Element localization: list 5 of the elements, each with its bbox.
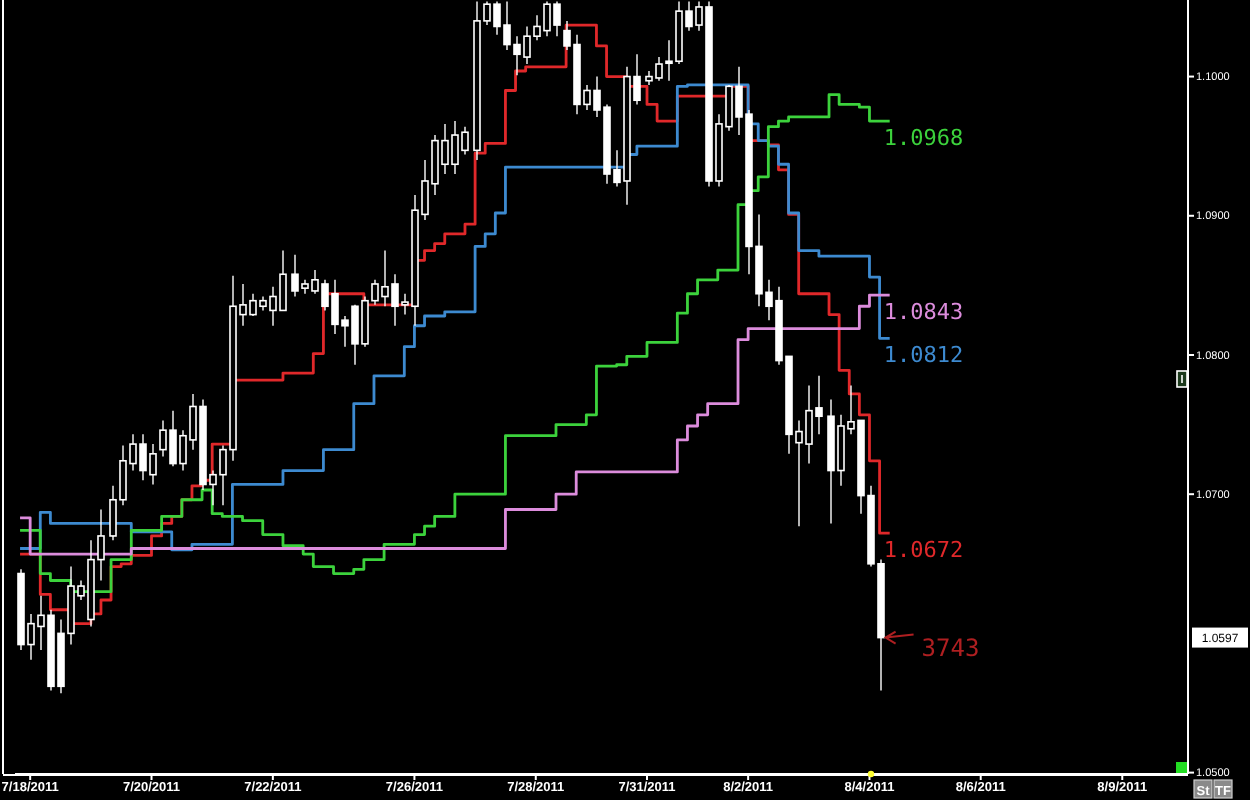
annotation: 1.0812 bbox=[883, 342, 964, 369]
annotation: 3743 bbox=[921, 633, 980, 662]
annotation: 1.0843 bbox=[883, 299, 964, 326]
annotation: 1.0968 bbox=[883, 125, 964, 152]
annotation: 1.0672 bbox=[883, 537, 964, 564]
